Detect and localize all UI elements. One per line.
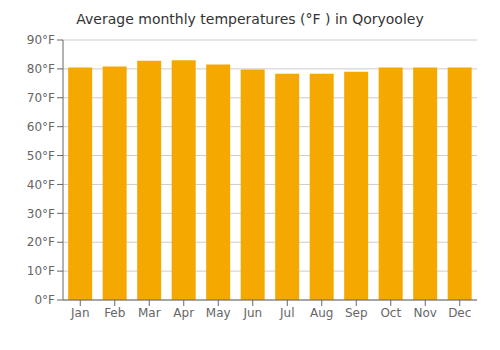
svg-text:Jun: Jun bbox=[242, 306, 262, 320]
svg-text:Apr: Apr bbox=[173, 306, 194, 320]
html-text:Average monthly temperatures (: Average monthly temperatures (°F ) in Qo… bbox=[76, 11, 424, 27]
svg-text:Jul: Jul bbox=[279, 306, 294, 320]
svg-text:40°F: 40°F bbox=[27, 178, 55, 192]
svg-text:10°F: 10°F bbox=[27, 264, 55, 278]
svg-text:Nov: Nov bbox=[414, 306, 437, 320]
svg-text:Sep: Sep bbox=[345, 306, 368, 320]
svg-text:Feb: Feb bbox=[104, 306, 125, 320]
svg-text:20°F: 20°F bbox=[27, 235, 55, 249]
svg-text:Aug: Aug bbox=[310, 306, 333, 320]
svg-text:30°F: 30°F bbox=[27, 207, 55, 221]
svg-text:0°F: 0°F bbox=[34, 293, 55, 307]
svg-text:50°F: 50°F bbox=[27, 149, 55, 163]
svg-text:Mar: Mar bbox=[138, 306, 161, 320]
svg-text:70°F: 70°F bbox=[27, 91, 55, 105]
svg-text:80°F: 80°F bbox=[27, 62, 55, 76]
svg-text:60°F: 60°F bbox=[27, 120, 55, 134]
svg-text:Oct: Oct bbox=[380, 306, 401, 320]
svg-text:May: May bbox=[206, 306, 231, 320]
svg-text:Dec: Dec bbox=[448, 306, 471, 320]
svg-text:90°F: 90°F bbox=[27, 33, 55, 47]
svg-text:Jan: Jan bbox=[70, 306, 90, 320]
